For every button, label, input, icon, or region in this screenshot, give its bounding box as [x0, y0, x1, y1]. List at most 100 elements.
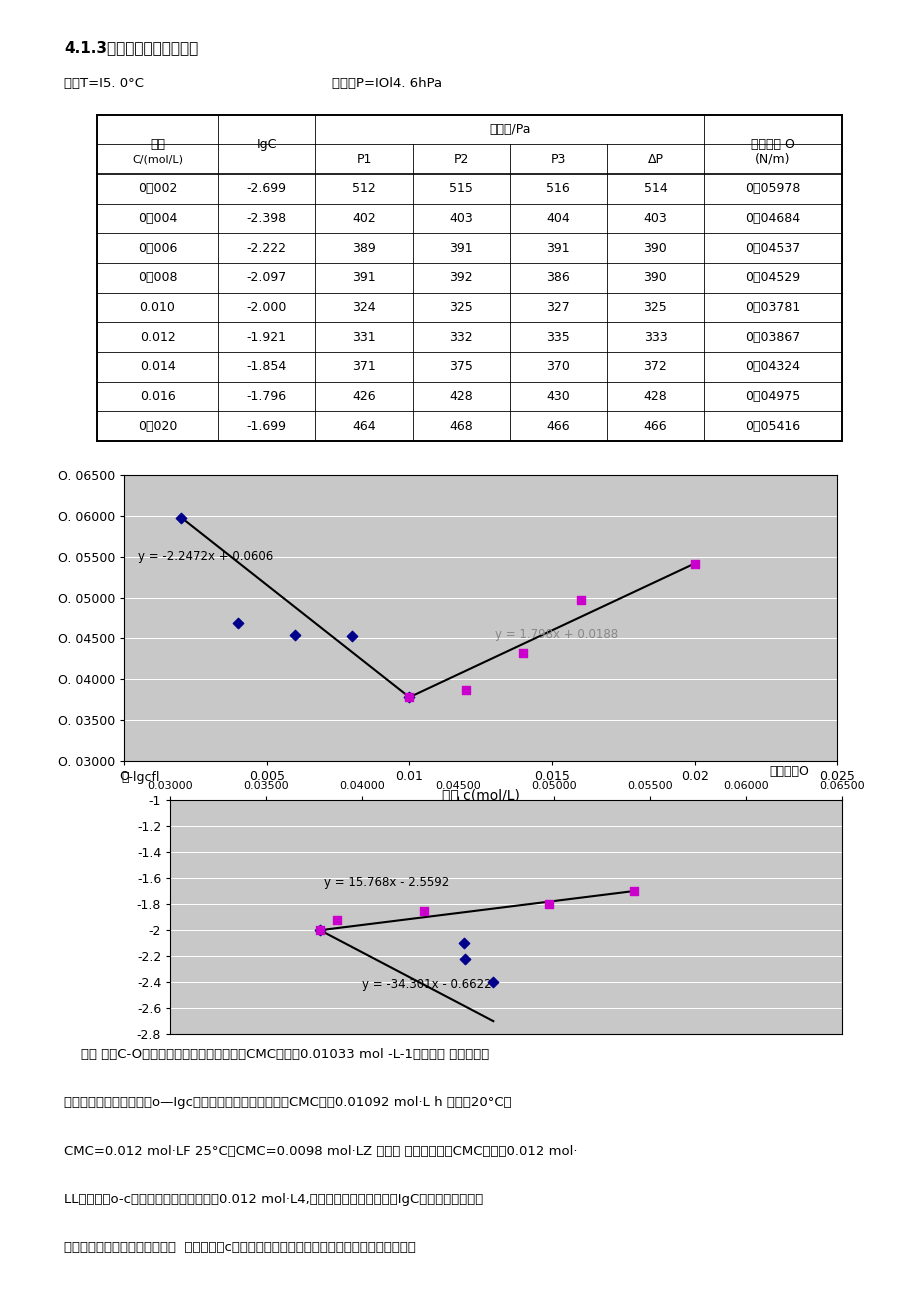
Text: y = -34.301x - 0.6622: y = -34.301x - 0.6622 [362, 978, 491, 991]
Point [402, 687, 416, 708]
Text: IgC: IgC [256, 138, 277, 151]
Text: 390: 390 [642, 272, 666, 284]
Point [458, 948, 472, 969]
Text: 389: 389 [352, 242, 376, 255]
Text: P1: P1 [356, 152, 371, 165]
Point [573, 589, 587, 610]
Point [456, 933, 471, 954]
Text: 335: 335 [546, 330, 570, 343]
Text: 428: 428 [448, 390, 472, 403]
Point [516, 643, 530, 664]
Point [626, 881, 641, 902]
Text: 0．008: 0．008 [138, 272, 177, 284]
Point [485, 972, 500, 993]
Text: LL我们通过o-c曲线图得到的数据却大于0.012 mol·L4,但偏差不是很大。而。一IgC宜线图得到的数据: LL我们通过o-c曲线图得到的数据却大于0.012 mol·L4,但偏差不是很大… [64, 1193, 483, 1206]
Text: 0．04537: 0．04537 [744, 242, 800, 255]
Text: 0．006: 0．006 [138, 242, 177, 255]
Text: 压强差/Pa: 压强差/Pa [488, 124, 530, 137]
Text: -1.699: -1.699 [246, 419, 287, 432]
Text: 370: 370 [546, 360, 570, 373]
Text: 426: 426 [352, 390, 375, 403]
Text: y = 1.798x + 0.0188: y = 1.798x + 0.0188 [494, 628, 618, 641]
Point [416, 900, 431, 921]
Text: 325: 325 [642, 301, 666, 314]
Text: 375: 375 [448, 360, 472, 373]
Text: 404: 404 [546, 212, 570, 225]
Text: 512: 512 [352, 182, 376, 195]
Text: 大气压P=IOl4. 6hPa: 大气压P=IOl4. 6hPa [331, 77, 441, 90]
Point [402, 687, 416, 708]
Text: 。-lgcfl: 。-lgcfl [121, 771, 159, 785]
Text: 371: 371 [352, 360, 376, 373]
Text: 331: 331 [352, 330, 375, 343]
Text: 392: 392 [448, 272, 472, 284]
Text: 333: 333 [643, 330, 666, 343]
Text: 结论 通过C-O曲线图，由曲线的转折点确定CMC的值为0.01033 mol -L-1。由四个 低浓度点和: 结论 通过C-O曲线图，由曲线的转折点确定CMC的值为0.01033 mol -… [64, 1049, 489, 1062]
Text: -2.398: -2.398 [246, 212, 287, 225]
Text: 391: 391 [352, 272, 375, 284]
Text: 332: 332 [448, 330, 472, 343]
Text: (N/m): (N/m) [754, 152, 789, 165]
Text: 403: 403 [448, 212, 472, 225]
Text: -2.222: -2.222 [246, 242, 287, 255]
Text: y = -2.2472x + 0.0606: y = -2.2472x + 0.0606 [139, 550, 274, 563]
Text: -2.699: -2.699 [246, 182, 287, 195]
Text: 0．04324: 0．04324 [744, 360, 800, 373]
Text: 464: 464 [352, 419, 375, 432]
Text: 去与理论值相差很大，可见本次  实验用。一c曲线图更准确。但在实验中由于仪器和个人的因素我: 去与理论值相差很大，可见本次 实验用。一c曲线图更准确。但在实验中由于仪器和个人… [64, 1241, 415, 1254]
Text: P3: P3 [550, 152, 565, 165]
Point [288, 624, 302, 645]
Text: 402: 402 [352, 212, 376, 225]
Text: 514: 514 [642, 182, 666, 195]
Text: ΔP: ΔP [647, 152, 663, 165]
Text: 四个高浓度点分别作两条o—Igc直线，由两线的交叉点确定CMC值为0.01092 mol·L h 理论上20°C：: 四个高浓度点分别作两条o—Igc直线，由两线的交叉点确定CMC值为0.01092… [64, 1097, 512, 1110]
Point [312, 920, 327, 941]
Point [345, 626, 359, 647]
Point [541, 894, 556, 915]
Point [329, 909, 344, 930]
Text: -1.796: -1.796 [246, 390, 287, 403]
Text: 391: 391 [448, 242, 472, 255]
Point [686, 553, 701, 574]
Text: 372: 372 [642, 360, 666, 373]
Text: 0．03867: 0．03867 [744, 330, 800, 343]
Text: 324: 324 [352, 301, 375, 314]
Text: 温度T=I5. 0°C: 温度T=I5. 0°C [64, 77, 144, 90]
Point [312, 920, 327, 941]
Text: y = 15.768x - 2.5592: y = 15.768x - 2.5592 [323, 876, 448, 889]
Text: 468: 468 [448, 419, 472, 432]
Text: 430: 430 [546, 390, 570, 403]
Text: 516: 516 [546, 182, 570, 195]
Text: 386: 386 [546, 272, 570, 284]
Text: 表面张力O: 表面张力O [768, 765, 809, 778]
Text: P2: P2 [453, 152, 469, 165]
Text: 0．04684: 0．04684 [744, 212, 800, 225]
Text: 4.1.3实验数据记录及处理：: 4.1.3实验数据记录及处理： [64, 40, 199, 56]
Text: -2.097: -2.097 [246, 272, 287, 284]
Text: 466: 466 [546, 419, 570, 432]
Text: 0.016: 0.016 [140, 390, 176, 403]
Text: 327: 327 [546, 301, 570, 314]
Text: 428: 428 [642, 390, 666, 403]
Text: 466: 466 [643, 419, 666, 432]
Text: -1.921: -1.921 [246, 330, 287, 343]
X-axis label: 浓度 c(mol/L): 浓度 c(mol/L) [441, 788, 519, 803]
Text: 0．03781: 0．03781 [744, 301, 800, 314]
Text: 0.010: 0.010 [140, 301, 176, 314]
Point [459, 680, 473, 701]
Text: 表面张力 O: 表面张力 O [750, 138, 794, 151]
Text: 0．004: 0．004 [138, 212, 177, 225]
Text: C/(mol/L): C/(mol/L) [131, 154, 183, 164]
Text: 391: 391 [546, 242, 570, 255]
Text: CMC=0.012 mol·LF 25°C；CMC=0.0098 mol·LZ 所以在 实验温度下，CMC应小于0.012 mol·: CMC=0.012 mol·LF 25°C；CMC=0.0098 mol·LZ … [64, 1145, 577, 1158]
Text: 0.014: 0.014 [140, 360, 176, 373]
Point [174, 507, 188, 528]
Text: -1.854: -1.854 [246, 360, 287, 373]
Point [231, 613, 245, 634]
Text: 0．05978: 0．05978 [744, 182, 800, 195]
Text: 325: 325 [448, 301, 472, 314]
Text: -2.000: -2.000 [246, 301, 287, 314]
Text: 0．04975: 0．04975 [744, 390, 800, 403]
Text: 515: 515 [448, 182, 472, 195]
Text: 0．05416: 0．05416 [744, 419, 800, 432]
